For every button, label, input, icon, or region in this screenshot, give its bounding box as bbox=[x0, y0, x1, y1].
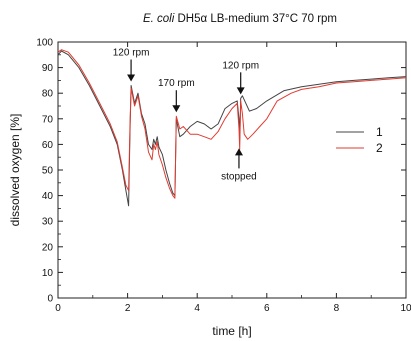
x-tick-label: 10 bbox=[400, 303, 411, 314]
x-tick-label: 0 bbox=[55, 303, 61, 314]
y-tick-label: 100 bbox=[36, 38, 53, 49]
series-layer bbox=[57, 49, 407, 207]
x-tick-label: 4 bbox=[194, 303, 200, 314]
y-tick-label: 0 bbox=[47, 294, 53, 305]
x-tick-label: 2 bbox=[125, 303, 131, 314]
annotations-layer: 120 rpm 170 rpm 120 rpm stopped bbox=[113, 48, 259, 183]
y-ticks: 0 10 20 30 40 50 60 70 80 90 100 bbox=[36, 38, 406, 305]
y-tick-label: 20 bbox=[42, 242, 54, 253]
annotation-label: 120 rpm bbox=[113, 48, 150, 59]
y-tick-label: 60 bbox=[42, 140, 54, 151]
y-tick-label: 90 bbox=[42, 63, 54, 74]
chart-title-rest: DH5α LB-medium 37°C 70 rpm bbox=[174, 13, 337, 25]
series-line-2 bbox=[57, 49, 407, 199]
annotation-arrow-head bbox=[127, 74, 136, 82]
annotation-arrow-head bbox=[236, 87, 245, 95]
x-axis-title: time [h] bbox=[212, 324, 251, 338]
annotation-arrow-head bbox=[234, 148, 243, 156]
y-tick-label: 10 bbox=[42, 268, 54, 279]
x-ticks: 0 2 4 6 8 10 bbox=[55, 42, 411, 314]
y-tick-label: 50 bbox=[42, 166, 54, 177]
x-tick-label: 6 bbox=[264, 303, 270, 314]
chart-title-italic: E. coli bbox=[143, 13, 175, 25]
y-tick-label: 40 bbox=[42, 191, 54, 202]
annotation-arrow-head bbox=[172, 105, 181, 113]
legend-label-2: 2 bbox=[376, 141, 383, 155]
x-tick-label: 8 bbox=[334, 303, 340, 314]
y-axis-title: dissolved oxygen [%] bbox=[8, 114, 22, 227]
annotation-label: 170 rpm bbox=[158, 78, 195, 89]
y-tick-label: 80 bbox=[42, 89, 54, 100]
annotation-label: stopped bbox=[221, 171, 257, 182]
series-line-1 bbox=[57, 50, 407, 207]
annotation-label: 120 rpm bbox=[222, 60, 259, 71]
y-tick-label: 30 bbox=[42, 217, 54, 228]
y-tick-label: 70 bbox=[42, 114, 54, 125]
chart-title: E. coli DH5α LB-medium 37°C 70 rpm bbox=[143, 13, 337, 25]
legend-label-1: 1 bbox=[376, 125, 383, 139]
legend: 12 bbox=[336, 125, 383, 155]
